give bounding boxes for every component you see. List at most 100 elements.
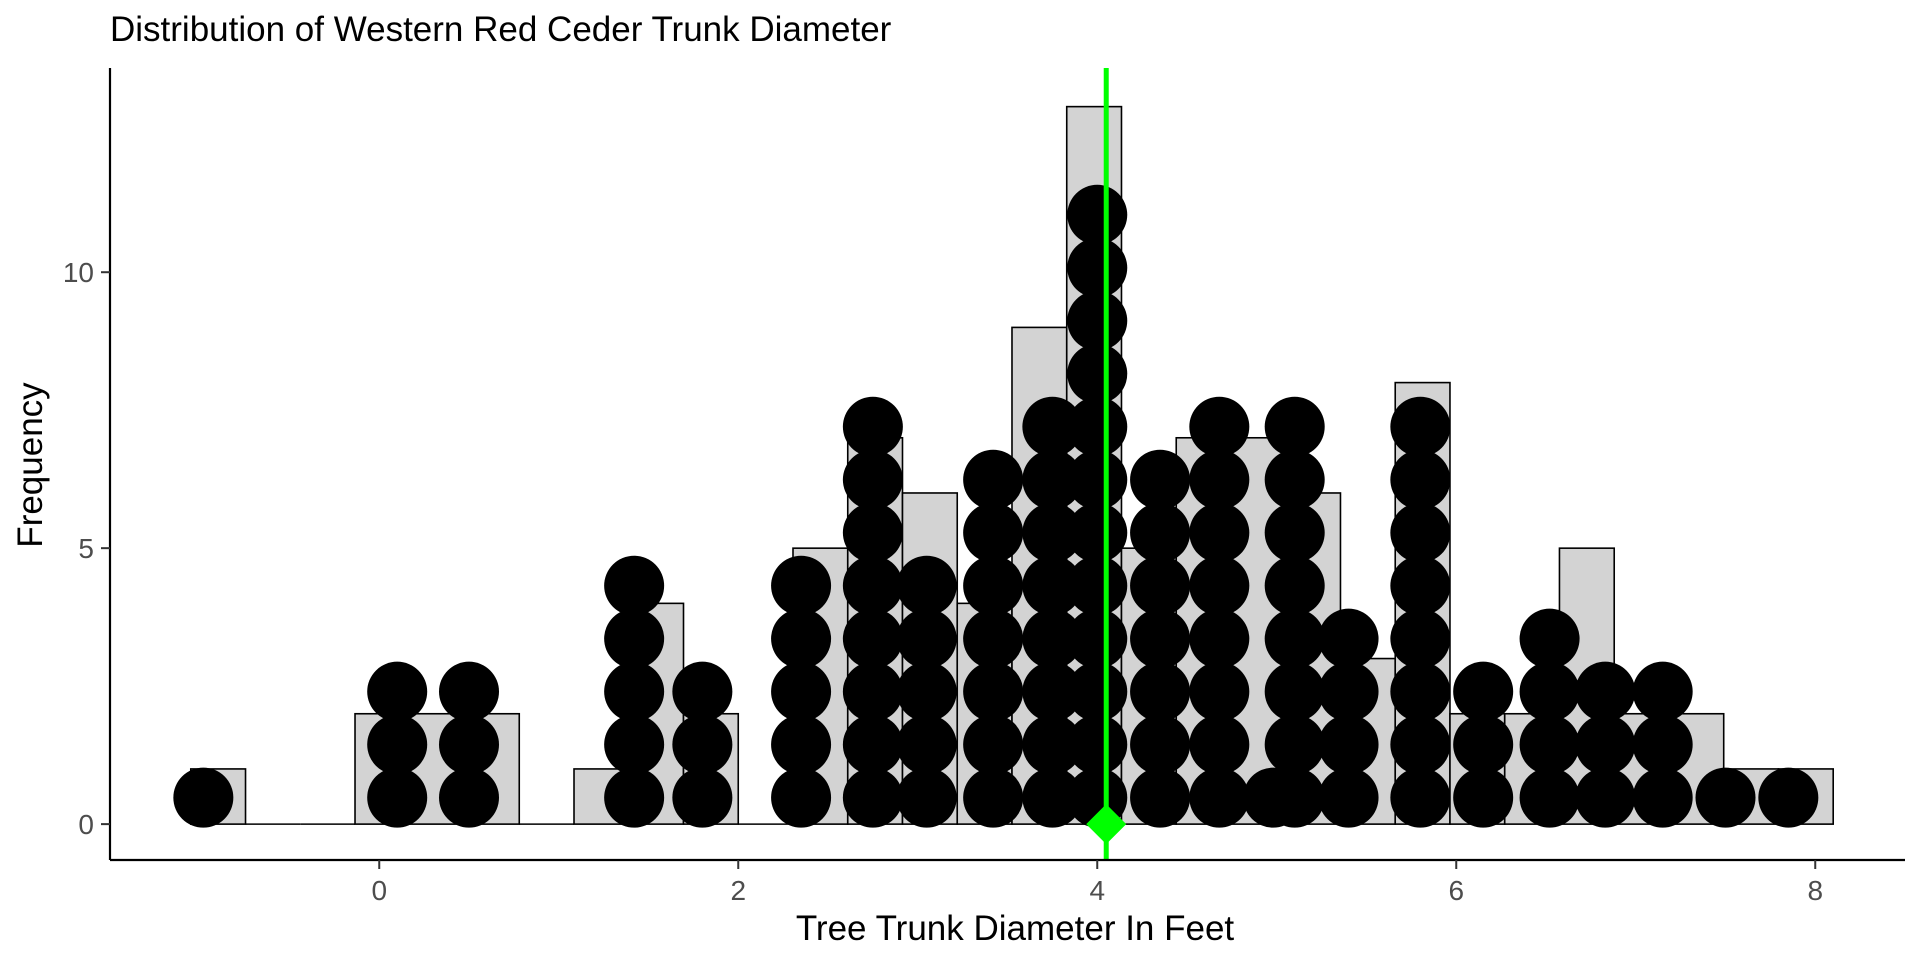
dot-11-2 [1130,661,1191,722]
dot-1-0 [367,767,428,828]
x-tick-label-6: 6 [1448,875,1464,906]
dot-5-1 [771,714,832,775]
dot-10-10 [1067,237,1128,298]
dot-9-0 [1022,767,1083,828]
axes: 0 2 4 6 8 0 5 10 [63,68,1905,906]
dot-7-0 [896,767,957,828]
dot-9-6 [1022,449,1083,510]
dot-10-11 [1067,184,1128,245]
dot-9-5 [1022,502,1083,563]
dot-9-2 [1022,661,1083,722]
dot-10-4 [1067,555,1128,616]
dot-10-2 [1067,661,1128,722]
dot-18-2 [1519,661,1580,722]
dot-1-1 [367,714,428,775]
dot-7-3 [896,608,957,669]
dot-21-0 [1695,767,1756,828]
dot-6-4 [842,555,903,616]
dot-14-1 [1264,714,1325,775]
dot-10-7 [1067,396,1128,457]
mean-layer [1086,68,1127,860]
dot-6-3 [842,608,903,669]
dot-9-1 [1022,714,1083,775]
dot-9-7 [1022,396,1083,457]
dot-11-0 [1130,767,1191,828]
dot-10-1 [1067,714,1128,775]
dot-8-3 [963,608,1024,669]
y-tick-label-0: 0 [78,809,94,840]
mean-marker [1086,804,1127,845]
dot-20-1 [1632,714,1693,775]
dot-3-4 [604,555,665,616]
dot-11-5 [1130,502,1191,563]
x-tick-label-8: 8 [1807,875,1823,906]
dot-14-4 [1264,555,1325,616]
dot-6-2 [842,661,903,722]
dot-10-9 [1067,290,1128,351]
dot-15-0 [1318,767,1379,828]
dot-14-0 [1264,767,1325,828]
dot-6-0 [842,767,903,828]
dot-1-2 [367,661,428,722]
dot-22-0 [1758,767,1819,828]
dot-3-2 [604,661,665,722]
dot-19-2 [1575,661,1636,722]
y-tick-label-10: 10 [63,257,94,288]
dot-14-7 [1264,396,1325,457]
dot-11-3 [1130,608,1191,669]
dot-2-1 [439,714,499,775]
dot-8-6 [963,449,1024,510]
dot-9-4 [1022,555,1083,616]
dot-5-2 [771,661,832,722]
dot-19-1 [1575,714,1636,775]
dot-16-5 [1390,502,1451,563]
dot-3-3 [604,608,665,669]
dot-17-1 [1453,714,1514,775]
dot-7-1 [896,714,957,775]
dot-0-0 [173,767,234,828]
dot-6-6 [842,449,903,510]
dot-16-0 [1390,767,1451,828]
dot-12-6 [1189,449,1250,510]
dot-18-3 [1519,608,1580,669]
dot-5-4 [771,555,832,616]
dot-9-3 [1022,608,1083,669]
dot-16-4 [1390,555,1451,616]
dot-17-2 [1453,661,1514,722]
dot-12-0 [1189,767,1250,828]
dot-12-1 [1189,714,1250,775]
dot-10-6 [1067,449,1128,510]
dot-14-3 [1264,608,1325,669]
dot-16-3 [1390,608,1451,669]
dot-7-4 [896,555,957,616]
dot-12-3 [1189,608,1250,669]
dotplot-dots [173,184,1819,828]
dot-14-5 [1264,502,1325,563]
x-tick-label-2: 2 [730,875,746,906]
dot-8-1 [963,714,1024,775]
dot-18-0 [1519,767,1580,828]
dot-4-2 [672,661,733,722]
dot-16-7 [1390,396,1451,457]
dot-6-7 [842,396,903,457]
dot-14-2 [1264,661,1325,722]
dot-11-6 [1130,449,1191,510]
x-axis-title: Tree Trunk Diameter In Feet [796,909,1235,948]
dot-20-2 [1632,661,1693,722]
dot-8-2 [963,661,1024,722]
dot-6-1 [842,714,903,775]
dot-10-3 [1067,608,1128,669]
x-tick-label-0: 0 [371,875,387,906]
dot-17-0 [1453,767,1514,828]
dot-12-2 [1189,661,1250,722]
dot-12-7 [1189,396,1250,457]
dot-12-5 [1189,502,1250,563]
x-tick-label-4: 4 [1089,875,1105,906]
dot-4-0 [672,767,733,828]
dot-19-0 [1575,767,1636,828]
dot-12-4 [1189,555,1250,616]
dot-3-0 [604,767,665,828]
dot-8-4 [963,555,1024,616]
dot-2-2 [439,661,499,722]
